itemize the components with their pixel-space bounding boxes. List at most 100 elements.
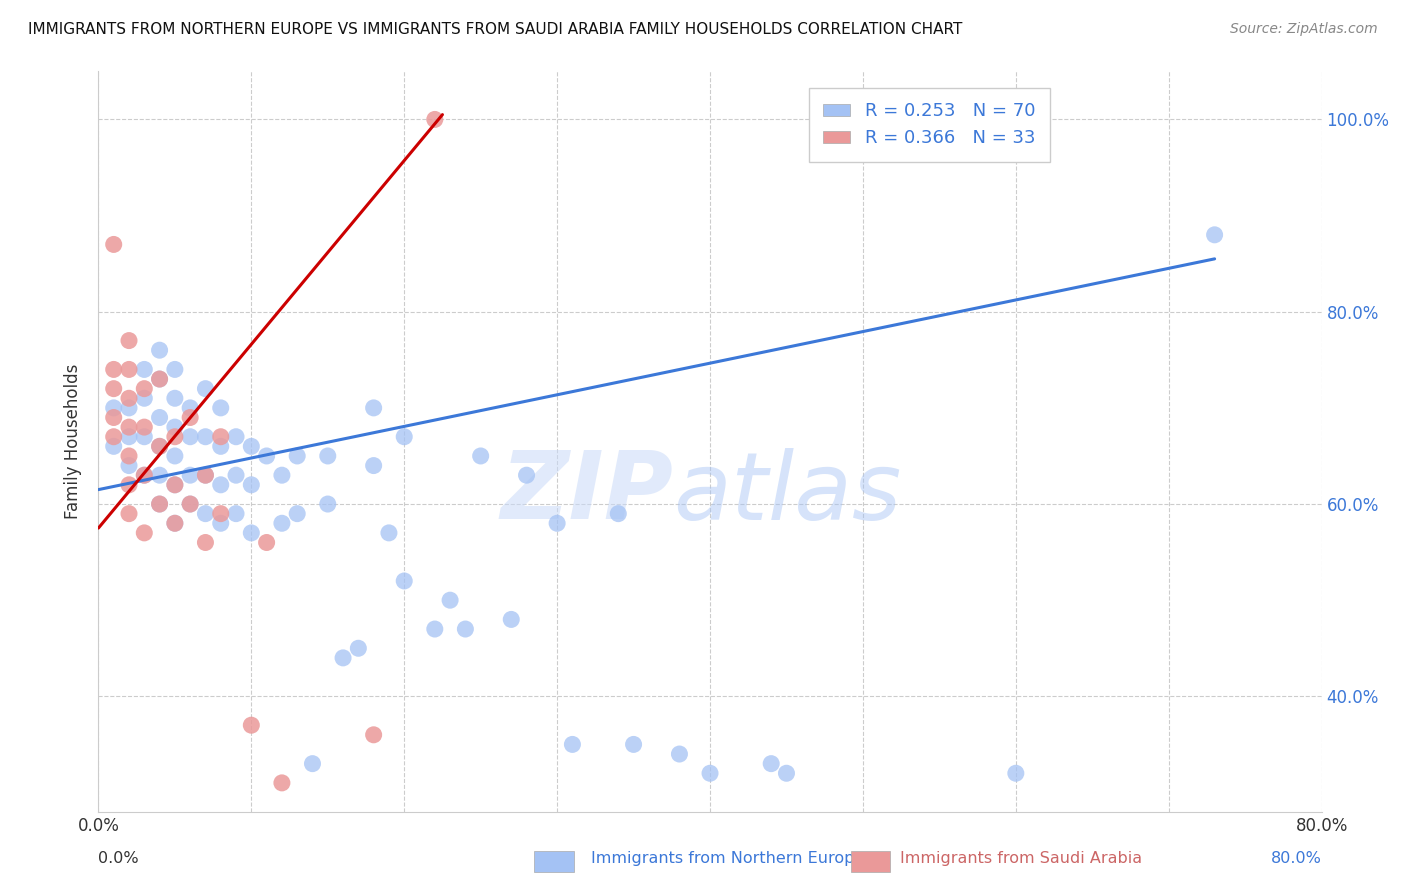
Point: [103, 362, 125, 376]
Point: [240, 525, 263, 540]
Point: [194, 430, 217, 444]
Point: [363, 401, 385, 415]
Text: 0.0%: 0.0%: [98, 851, 139, 865]
Point: [163, 362, 186, 376]
Point: [118, 458, 141, 473]
Point: [347, 641, 370, 656]
Legend: R = 0.253   N = 70, R = 0.366   N = 33: R = 0.253 N = 70, R = 0.366 N = 33: [808, 87, 1050, 161]
Point: [209, 439, 232, 453]
Point: [256, 535, 278, 549]
Point: [149, 497, 172, 511]
Point: [546, 516, 568, 531]
Point: [134, 525, 156, 540]
Point: [118, 420, 141, 434]
Point: [332, 651, 354, 665]
Point: [118, 362, 141, 376]
Point: [149, 343, 172, 358]
Point: [378, 525, 401, 540]
Point: [363, 728, 385, 742]
Point: [149, 410, 172, 425]
Point: [240, 478, 263, 492]
Point: [194, 382, 217, 396]
Point: [134, 391, 156, 405]
Point: [225, 430, 247, 444]
Point: [134, 362, 156, 376]
Point: [225, 507, 247, 521]
Point: [179, 410, 201, 425]
Point: [118, 334, 141, 348]
Point: [392, 574, 416, 588]
Text: Immigrants from Northern Europe: Immigrants from Northern Europe: [591, 851, 863, 865]
Point: [209, 401, 232, 415]
Point: [423, 622, 446, 636]
Text: atlas: atlas: [673, 448, 901, 539]
Point: [699, 766, 721, 780]
Point: [194, 535, 217, 549]
Point: [163, 430, 186, 444]
Point: [270, 468, 292, 483]
Point: [149, 497, 172, 511]
Point: [516, 468, 538, 483]
Point: [134, 420, 156, 434]
Point: [194, 468, 217, 483]
Point: [194, 507, 217, 521]
Point: [316, 497, 339, 511]
Text: ZIP: ZIP: [501, 448, 673, 540]
Point: [163, 478, 186, 492]
Text: Source: ZipAtlas.com: Source: ZipAtlas.com: [1230, 22, 1378, 37]
Point: [179, 468, 201, 483]
Point: [423, 112, 446, 127]
Point: [134, 468, 156, 483]
Point: [118, 507, 141, 521]
Point: [103, 439, 125, 453]
Point: [149, 372, 172, 386]
Point: [118, 478, 141, 492]
Point: [270, 776, 292, 790]
Text: 80.0%: 80.0%: [1271, 851, 1322, 865]
Point: [163, 516, 186, 531]
Point: [1004, 766, 1026, 780]
Y-axis label: Family Households: Family Households: [65, 364, 83, 519]
Point: [392, 430, 416, 444]
Point: [623, 738, 645, 752]
Point: [301, 756, 323, 771]
Point: [225, 468, 247, 483]
Point: [209, 516, 232, 531]
Point: [118, 391, 141, 405]
Point: [163, 420, 186, 434]
Point: [668, 747, 690, 761]
Point: [179, 401, 201, 415]
Point: [285, 449, 308, 463]
Point: [118, 430, 141, 444]
Point: [179, 497, 201, 511]
Point: [194, 468, 217, 483]
Point: [454, 622, 477, 636]
Point: [256, 449, 278, 463]
Point: [363, 458, 385, 473]
Point: [149, 439, 172, 453]
Point: [118, 449, 141, 463]
Point: [561, 738, 583, 752]
Point: [209, 507, 232, 521]
Point: [103, 401, 125, 415]
Point: [439, 593, 461, 607]
Point: [209, 430, 232, 444]
Point: [103, 382, 125, 396]
Point: [209, 478, 232, 492]
Point: [149, 439, 172, 453]
Point: [759, 756, 782, 771]
Point: [270, 516, 292, 531]
Point: [240, 718, 263, 732]
Point: [163, 478, 186, 492]
Point: [179, 430, 201, 444]
Point: [134, 430, 156, 444]
Point: [470, 449, 492, 463]
Point: [103, 430, 125, 444]
Point: [103, 410, 125, 425]
Point: [163, 449, 186, 463]
Point: [149, 468, 172, 483]
Point: [134, 382, 156, 396]
Point: [163, 516, 186, 531]
Point: [240, 439, 263, 453]
Point: [103, 237, 125, 252]
